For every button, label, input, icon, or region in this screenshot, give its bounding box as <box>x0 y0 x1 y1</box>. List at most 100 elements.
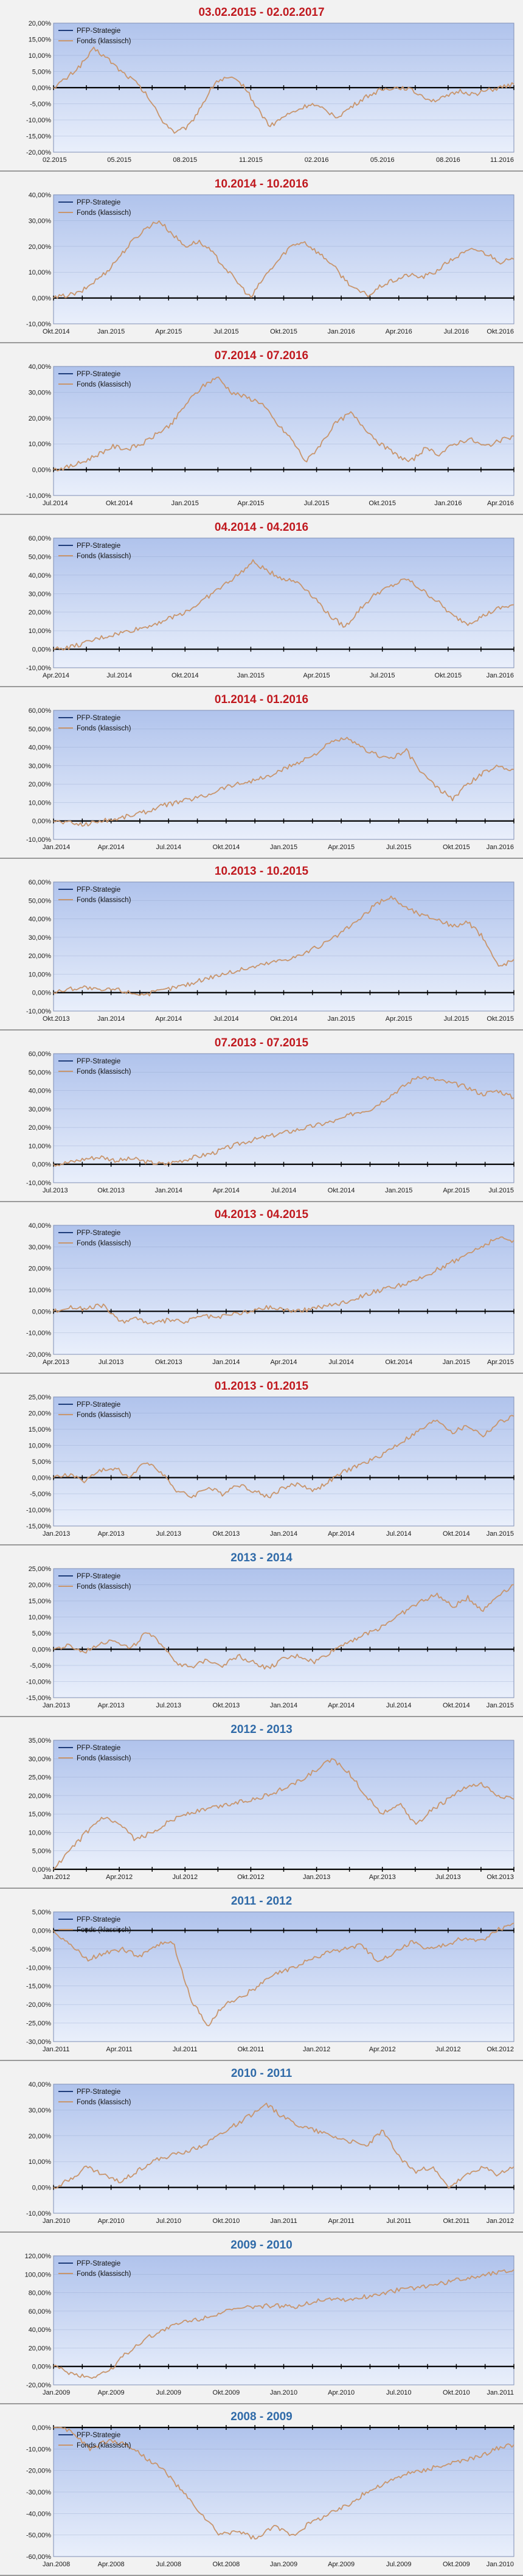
x-tick-label: Jul.2013 <box>99 1359 124 1366</box>
legend: PFP-Strategie Fonds (klassisch) <box>58 2088 131 2106</box>
plot-area <box>53 1911 514 2042</box>
y-tick-label: 30,00% <box>29 590 52 598</box>
y-tick-label: 20,00% <box>29 953 52 960</box>
y-tick-label: 20,00% <box>29 415 52 422</box>
x-tick-label: Jan.2014 <box>155 1187 182 1194</box>
chart-panel: 2013 - 2014 25,00% 20,00% 15,00% 10,00% 5,00%… <box>0 1545 523 1717</box>
chart-title: 2009 - 2010 <box>230 2239 293 2252</box>
x-tick-label: Apr.2012 <box>369 2046 396 2053</box>
line-chart: 25,00% 20,00% 15,00% 10,00% 5,00% 0,00% -5,00%… <box>26 1395 514 1538</box>
legend-label-strategy: PFP-Strategie <box>77 1745 120 1752</box>
chart-title: 07.2014 - 07.2016 <box>214 349 309 362</box>
x-tick-label: Jul.2014 <box>43 500 68 507</box>
line-chart: 40,00%30,00%20,00%10,00%0,00%-10,00%Jul.… <box>26 364 514 507</box>
x-tick-label: Jul.2013 <box>43 1187 68 1194</box>
x-tick-label: Jan.2015 <box>171 500 199 507</box>
legend: PFP-Strategie Fonds (klassisch) <box>58 1573 131 1591</box>
y-tick-label: 20,00% <box>29 1265 52 1273</box>
y-tick-label: -10,00% <box>26 1180 51 1187</box>
legend: PFP-Strategie Fonds (klassisch) <box>58 886 131 904</box>
x-tick-label: Jan.2014 <box>212 1359 240 1366</box>
plot-area <box>53 537 514 668</box>
legend-label-strategy: PFP-Strategie <box>77 199 120 206</box>
legend-label-strategy: PFP-Strategie <box>77 27 120 35</box>
y-tick-label: -10,00% <box>26 1008 51 1015</box>
x-tick-label: Okt.2013 <box>213 1702 240 1709</box>
y-tick-label: -10,00% <box>26 1679 51 1686</box>
y-tick-label: 20,00% <box>29 781 52 788</box>
y-tick-label: 20,00% <box>29 21 52 27</box>
y-tick-label: -15,00% <box>26 1983 51 1990</box>
x-tick-label: Jul.2012 <box>435 2046 461 2053</box>
legend: PFP-Strategie Fonds (klassisch) <box>58 1401 131 1419</box>
chart-title: 01.2013 - 01.2015 <box>214 1380 309 1393</box>
x-tick-label: Apr.2009 <box>328 2561 355 2568</box>
y-tick-label: 40,00% <box>29 916 52 923</box>
x-tick-label: Okt.2015 <box>369 500 396 507</box>
y-tick-label: 40,00% <box>29 192 52 199</box>
x-tick-label: Jul.2014 <box>106 672 132 679</box>
x-tick-label: Apr.2014 <box>270 1359 297 1366</box>
line-chart: 40,00% 30,00% 20,00% 10,00% 0,00% -10,00% -20,… <box>26 1223 514 1366</box>
legend-label-fund: Fonds (klassisch) <box>77 38 131 45</box>
y-tick-label: 60,00% <box>29 2308 52 2315</box>
x-tick-label: Jul.2010 <box>156 2217 181 2225</box>
y-tick-label: -10,00% <box>26 117 51 124</box>
x-tick-label: Jul.2015 <box>386 844 412 851</box>
y-tick-label: -30,00% <box>26 2489 51 2496</box>
y-tick-label: -10,00% <box>26 665 51 672</box>
series-line-fund <box>53 737 514 827</box>
chart-panel: 04.2014 - 04.2016 60,00% 50,00% 40,00% 30,00… <box>0 515 523 687</box>
x-tick-label: Apr.2015 <box>303 672 330 679</box>
plot-area <box>53 881 514 1012</box>
y-tick-label: 0,00% <box>32 295 51 303</box>
x-tick-label: Jul.2011 <box>386 2217 411 2225</box>
line-chart: 60,00% 50,00% 40,00% 30,00% 20,00% 10,00% 0,00… <box>26 536 514 679</box>
y-tick-label: 5,00% <box>32 1909 51 1916</box>
x-tick-label: Jan.2012 <box>303 2046 330 2053</box>
chart-title: 2013 - 2014 <box>230 1552 293 1564</box>
x-tick-label: Apr.2016 <box>487 500 514 507</box>
legend-label-fund: Fonds (klassisch) <box>77 1755 131 1762</box>
y-tick-label: -20,00% <box>26 1351 51 1359</box>
y-tick-label: 20,00% <box>29 1410 52 1418</box>
x-tick-label: Okt.2016 <box>487 328 514 335</box>
x-tick-label: 11.2015 <box>239 156 263 164</box>
y-tick-label: 50,00% <box>29 1069 52 1076</box>
plot-area <box>53 2255 514 2385</box>
y-tick-label: -10,00% <box>26 836 51 844</box>
chart-panel: 2012 - 2013 35,00% 30,00% 25,00% 20,00% 15,00… <box>0 1717 523 1889</box>
y-tick-label: 10,00% <box>29 628 52 635</box>
x-tick-label: Jan.2012 <box>43 1874 70 1881</box>
x-tick-label: Okt.2011 <box>443 2217 469 2225</box>
x-tick-label: Jan.2012 <box>487 2217 514 2225</box>
x-tick-label: Jan.2015 <box>237 672 265 679</box>
y-tick-label: 25,00% <box>29 1774 52 1782</box>
x-tick-label: Okt.2008 <box>213 2561 240 2568</box>
x-tick-label: Okt.2012 <box>237 1874 265 1881</box>
y-tick-label: 10,00% <box>29 1443 52 1450</box>
chart-panel: 03.02.2015 - 02.02.2017 20,00% 15,00% 10,00… <box>0 0 523 172</box>
y-tick-label: 10,00% <box>29 1287 52 1294</box>
y-tick-label: 30,00% <box>29 2107 52 2114</box>
x-tick-label: Okt.2013 <box>43 1015 70 1023</box>
y-tick-label: 120,00% <box>25 2253 52 2260</box>
x-tick-label: Jul.2008 <box>156 2561 181 2568</box>
y-tick-label: -5,00% <box>30 1946 51 1953</box>
chart-title: 2012 - 2013 <box>230 1723 293 1736</box>
x-tick-label: Jan.2016 <box>434 500 462 507</box>
x-tick-label: Jul.2015 <box>444 1015 469 1023</box>
plot-area <box>53 2084 514 2214</box>
x-tick-label: Jan.2010 <box>270 2389 297 2396</box>
y-tick-label: 0,00% <box>32 1927 51 1934</box>
x-tick-label: Okt.2014 <box>443 1530 470 1538</box>
x-tick-label: Okt.2014 <box>270 1015 297 1023</box>
y-tick-label: 40,00% <box>29 1223 52 1230</box>
legend-label-strategy: PFP-Strategie <box>77 542 120 550</box>
series-line-fund <box>53 1758 514 1870</box>
y-tick-label: 30,00% <box>29 217 52 225</box>
x-tick-label: Okt.2015 <box>443 844 470 851</box>
x-tick-label: Jul.2009 <box>386 2561 412 2568</box>
x-tick-label: Jul.2013 <box>435 1874 461 1881</box>
x-tick-label: Apr.2013 <box>43 1359 69 1366</box>
